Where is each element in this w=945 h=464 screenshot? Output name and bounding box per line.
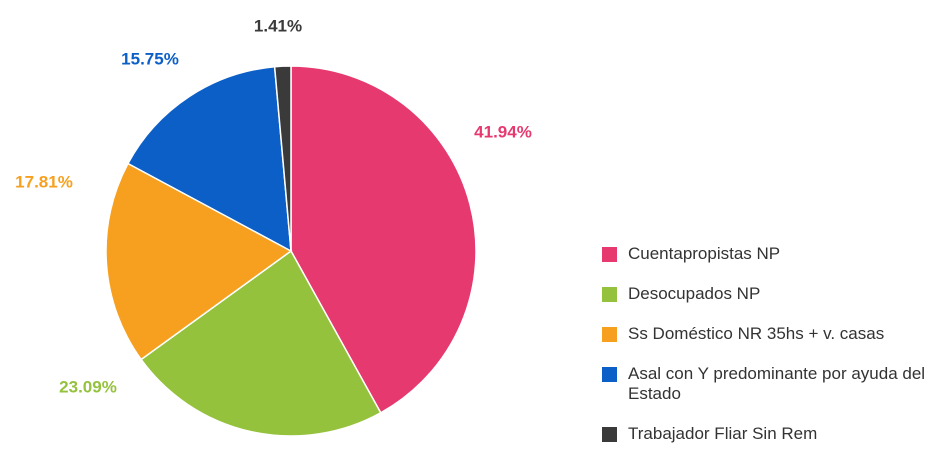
legend-item: Asal con Y predominante por ayuda del Es… — [600, 364, 940, 404]
data-label: 41.94% — [474, 122, 532, 141]
legend-label: Cuentapropistas NP — [628, 244, 781, 263]
legend-swatch — [602, 427, 617, 442]
legend-item: Cuentapropistas NP — [600, 244, 940, 264]
pie-slice — [140, 249, 382, 437]
legend-swatch — [602, 247, 617, 262]
legend-swatch — [602, 287, 617, 302]
data-label: 15.75% — [121, 49, 179, 68]
legend-label: Asal con Y predominante por ayuda del Es… — [628, 364, 926, 403]
legend-label: Trabajador Fliar Sin Rem — [628, 424, 818, 443]
legend-swatch — [602, 327, 617, 342]
legend-item: Trabajador Fliar Sin Rem — [600, 424, 940, 444]
chart: 41.94% 23.09% 17.81% 15.75% 1.41% — [15, 16, 532, 437]
data-label: 17.81% — [15, 172, 73, 191]
legend: Cuentapropistas NP Desocupados NP Ss Domés… — [600, 244, 940, 464]
pie-slice — [290, 65, 477, 414]
legend-item: Desocupados NP — [600, 284, 940, 304]
legend-item: Ss Doméstico NR 35hs + v. casas — [600, 324, 940, 344]
pie-slice — [273, 65, 292, 252]
page: {"chart_data": {"type": "pie", "categori… — [15, 16, 926, 443]
legend-label: Desocupados NP — [628, 284, 761, 303]
legend-swatch — [602, 367, 617, 382]
data-label: 1.41% — [254, 16, 302, 35]
pie-slice — [105, 162, 293, 361]
legend-label: Ss Doméstico NR 35hs + v. casas — [628, 324, 885, 343]
pie-slice — [126, 65, 292, 253]
data-label: 23.09% — [59, 377, 117, 396]
